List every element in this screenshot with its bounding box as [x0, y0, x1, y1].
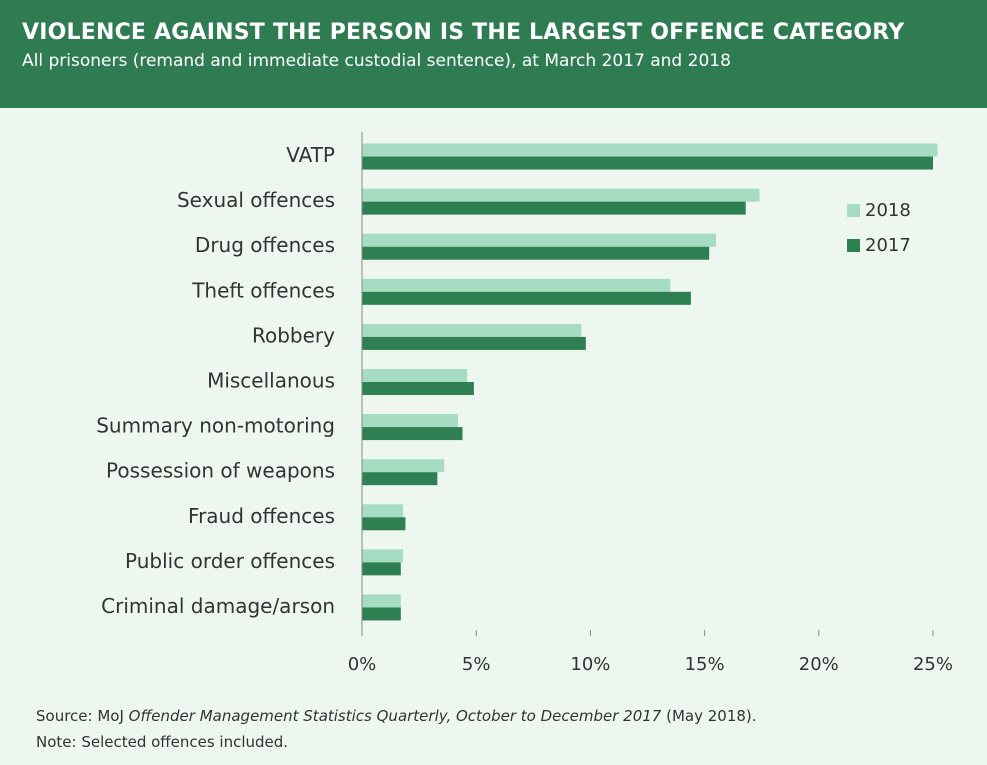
bar — [362, 594, 401, 608]
y-tick-label: Public order offences — [125, 549, 335, 573]
bar — [362, 336, 586, 350]
chart-subtitle: All prisoners (remand and immediate cust… — [22, 51, 731, 71]
bar — [362, 607, 401, 621]
bar — [362, 188, 760, 202]
legend-swatch — [847, 204, 860, 217]
bar — [362, 382, 474, 395]
bar — [362, 246, 710, 260]
source: Source: MoJ Offender Management Statisti… — [36, 703, 757, 729]
bar — [362, 291, 691, 305]
bar — [362, 517, 406, 531]
bar — [362, 323, 582, 337]
bar — [362, 472, 438, 486]
bar — [362, 549, 404, 563]
y-tick-label: Sexual offences — [177, 188, 335, 212]
y-tick-label: Summary non-motoring — [96, 414, 335, 438]
footer: Source: MoJ Offender Management Statisti… — [36, 703, 757, 755]
legend-swatch — [847, 239, 860, 252]
x-tick-label: 20% — [799, 654, 839, 675]
y-tick-label: VATP — [286, 143, 335, 167]
source-title: Offender Management Statistics Quarterly… — [128, 707, 662, 725]
bar — [362, 278, 671, 292]
y-tick-label: Robbery — [252, 323, 335, 347]
x-tick-label: 5% — [462, 654, 491, 675]
legend-label: 2018 — [865, 200, 911, 221]
note: Note: Selected offences included. — [36, 733, 289, 751]
source-prefix: Source: MoJ — [36, 707, 129, 725]
y-tick-label: Possession of weapons — [106, 459, 335, 483]
bar — [362, 201, 746, 215]
x-tick-label: 10% — [570, 654, 610, 675]
bar — [362, 143, 938, 157]
x-tick-label: 0% — [348, 654, 377, 675]
chart: VATP Sexual offences Drug offences Theft of… — [96, 132, 953, 675]
y-tick-label: Theft offences — [191, 278, 335, 302]
bar — [362, 562, 401, 576]
y-tick-label: Miscellanous — [207, 369, 335, 393]
y-tick-label: Criminal damage/arson — [101, 594, 335, 618]
header: VIOLENCE AGAINST THE PERSON IS THE LARGE… — [0, 0, 987, 108]
x-tick-label: 15% — [685, 654, 725, 675]
source-suffix: (May 2018). — [661, 707, 757, 725]
bar — [362, 459, 445, 473]
bar — [362, 427, 463, 441]
x-tick-label: 25% — [913, 654, 953, 675]
bar — [362, 414, 458, 428]
legend-label: 2017 — [865, 235, 911, 256]
bar — [362, 156, 933, 170]
bar — [362, 504, 404, 518]
bar — [362, 369, 468, 382]
bar — [362, 233, 717, 247]
y-tick-label: Drug offences — [195, 233, 335, 257]
y-tick-label: Fraud offences — [188, 504, 335, 528]
chart-title: VIOLENCE AGAINST THE PERSON IS THE LARGE… — [22, 20, 905, 45]
